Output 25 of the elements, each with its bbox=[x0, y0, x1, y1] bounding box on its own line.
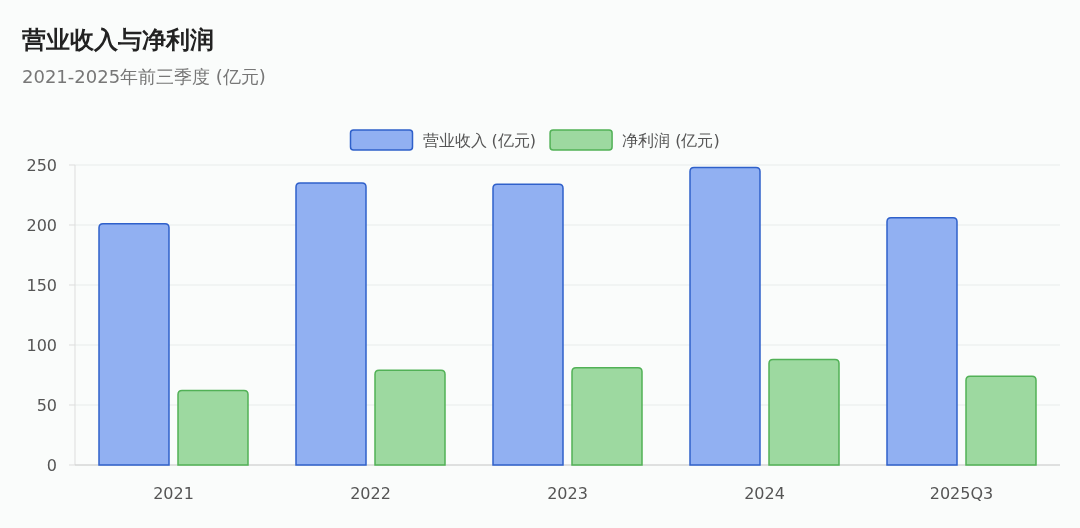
y-tick-label: 50 bbox=[36, 396, 57, 415]
legend-label: 净利润 (亿元) bbox=[622, 131, 720, 150]
bar bbox=[768, 358, 840, 466]
y-tick-label: 100 bbox=[26, 336, 57, 355]
chart-title: 营业收入与净利润 bbox=[21, 26, 214, 54]
chart-subtitle: 2021-2025年前三季度 (亿元) bbox=[22, 66, 266, 87]
bar bbox=[177, 389, 249, 466]
y-tick-label: 250 bbox=[26, 156, 57, 175]
bar bbox=[886, 217, 958, 466]
y-tick-label: 200 bbox=[26, 216, 57, 235]
legend-label: 营业收入 (亿元) bbox=[422, 131, 537, 150]
bar bbox=[571, 367, 643, 466]
x-tick-label: 2021 bbox=[153, 484, 194, 503]
x-tick-label: 2024 bbox=[744, 484, 785, 503]
bar bbox=[295, 182, 367, 466]
y-tick-label: 150 bbox=[26, 276, 57, 295]
bar bbox=[492, 183, 564, 466]
bar bbox=[98, 223, 170, 466]
x-tick-label: 2022 bbox=[350, 484, 391, 503]
x-tick-label: 2025Q3 bbox=[929, 484, 994, 503]
bar bbox=[374, 369, 446, 466]
bar bbox=[965, 375, 1037, 466]
x-tick-label: 2023 bbox=[547, 484, 588, 503]
bar bbox=[689, 166, 761, 466]
y-tick-label: 0 bbox=[46, 456, 57, 475]
